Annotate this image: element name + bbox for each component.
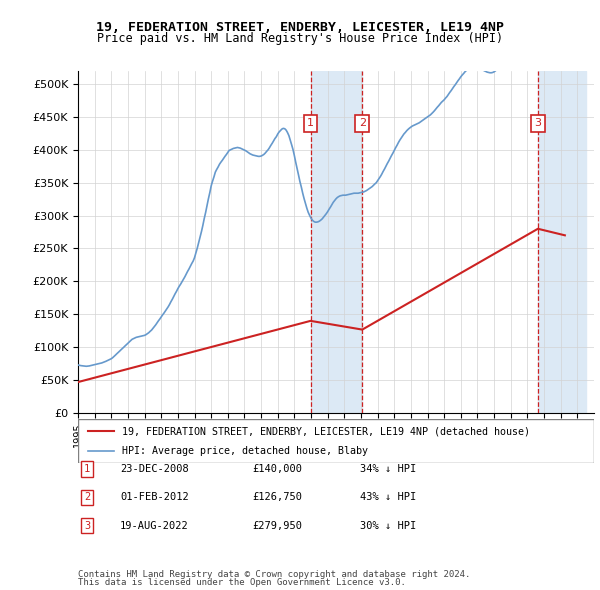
- Text: 43% ↓ HPI: 43% ↓ HPI: [360, 493, 416, 502]
- FancyBboxPatch shape: [78, 419, 594, 463]
- Text: 1: 1: [84, 464, 90, 474]
- Text: £126,750: £126,750: [252, 493, 302, 502]
- Text: 1: 1: [307, 119, 314, 129]
- Text: 23-DEC-2008: 23-DEC-2008: [120, 464, 189, 474]
- Text: 19-AUG-2022: 19-AUG-2022: [120, 521, 189, 530]
- Text: £279,950: £279,950: [252, 521, 302, 530]
- Text: This data is licensed under the Open Government Licence v3.0.: This data is licensed under the Open Gov…: [78, 578, 406, 587]
- Text: 3: 3: [535, 119, 541, 129]
- Text: 19, FEDERATION STREET, ENDERBY, LEICESTER, LE19 4NP (detached house): 19, FEDERATION STREET, ENDERBY, LEICESTE…: [122, 427, 530, 436]
- Text: 2: 2: [84, 493, 90, 502]
- Bar: [538, 71, 586, 413]
- Text: 19, FEDERATION STREET, ENDERBY, LEICESTER, LE19 4NP: 19, FEDERATION STREET, ENDERBY, LEICESTE…: [96, 21, 504, 34]
- Text: 34% ↓ HPI: 34% ↓ HPI: [360, 464, 416, 474]
- Text: 30% ↓ HPI: 30% ↓ HPI: [360, 521, 416, 530]
- Text: 01-FEB-2012: 01-FEB-2012: [120, 493, 189, 502]
- Bar: [311, 71, 362, 413]
- Text: £140,000: £140,000: [252, 464, 302, 474]
- Text: Contains HM Land Registry data © Crown copyright and database right 2024.: Contains HM Land Registry data © Crown c…: [78, 571, 470, 579]
- Text: 2: 2: [359, 119, 366, 129]
- Text: HPI: Average price, detached house, Blaby: HPI: Average price, detached house, Blab…: [122, 446, 368, 455]
- Text: 3: 3: [84, 521, 90, 530]
- Text: Price paid vs. HM Land Registry's House Price Index (HPI): Price paid vs. HM Land Registry's House …: [97, 32, 503, 45]
